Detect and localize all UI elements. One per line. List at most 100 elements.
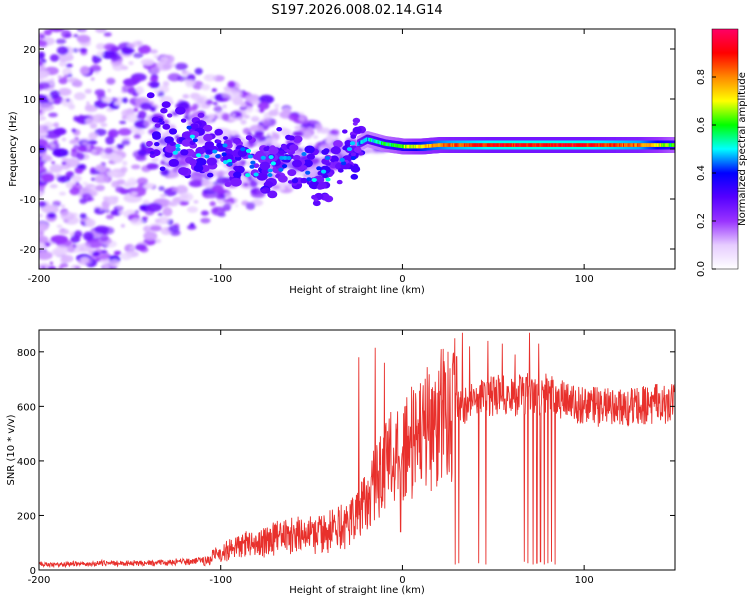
spectrogram-noise-blob <box>79 65 90 75</box>
spectrogram-noise-blob <box>138 44 151 54</box>
spectrogram-heatmap <box>36 20 675 297</box>
ridge-blob <box>342 145 349 151</box>
spectrogram-noise-blob <box>288 113 299 121</box>
ridge-blob <box>206 157 217 166</box>
ridge-blob <box>261 168 270 175</box>
spectrogram-noise-blob <box>68 273 84 282</box>
ridge-hot-blob <box>306 177 312 182</box>
ridge-blob <box>178 167 189 176</box>
figure-title: S197.2026.008.02.14.G14 <box>271 3 442 18</box>
ridge-hot-blob <box>286 156 292 160</box>
spectrogram-noise-blob <box>157 91 165 97</box>
spectrogram-noise-blob <box>254 130 264 136</box>
spectrogram-noise-blob <box>160 56 169 62</box>
ridge-blob <box>350 134 357 139</box>
spectrogram-noise-blob <box>258 94 275 104</box>
ridge-blob <box>306 153 315 160</box>
spectrogram-noise-blob <box>74 243 82 249</box>
ridge-blob <box>224 181 232 187</box>
spectrogram-noise-blob <box>67 73 73 78</box>
spectrogram-noise-blob <box>209 95 216 100</box>
ridge-blob <box>287 180 293 184</box>
spectrogram-noise-blob <box>49 184 58 189</box>
ridge-hot-blob <box>270 161 276 166</box>
ridge-blob <box>317 182 327 190</box>
spectrogram-noise-blob <box>298 112 304 116</box>
spectrogram-noise-blob <box>56 53 74 62</box>
spectrogram-noise-blob <box>135 86 145 95</box>
spectrogram-noise-blob <box>62 278 76 287</box>
spectrogram-noise-blob <box>307 143 314 147</box>
spectrogram-noise-blob <box>85 20 94 25</box>
spectrogram-noise-blob <box>39 40 48 47</box>
spectrogram-y-tick-label: -10 <box>20 195 36 206</box>
spectrogram-noise-blob <box>61 137 67 142</box>
ridge-hot-blob <box>215 154 221 159</box>
spectrogram-noise-blob <box>201 84 211 91</box>
spectrogram-noise-blob <box>55 38 67 44</box>
spectrogram-noise-blob <box>102 205 110 210</box>
ridge-blob <box>190 123 199 130</box>
ridge-blob <box>336 179 343 185</box>
spectrogram-noise-blob <box>94 89 106 96</box>
spectrogram-noise-blob <box>51 161 56 165</box>
spectrogram-noise-blob <box>252 115 258 120</box>
spectrogram-noise-blob <box>73 34 79 38</box>
ridge-blob <box>237 149 248 157</box>
spectrogram-noise-blob <box>308 127 314 130</box>
spectrogram-noise-blob <box>319 143 329 150</box>
spectrogram-ridge <box>357 131 675 155</box>
spectrogram-noise-blob <box>79 213 87 219</box>
ridge-blob <box>206 149 212 154</box>
spectrogram-noise-blob <box>120 166 128 173</box>
snr-y-tick-label: 600 <box>17 402 36 413</box>
spectrogram-noise-blob <box>65 63 73 68</box>
spectrogram-noise-blob <box>36 290 44 297</box>
spectrogram-noise-blob <box>64 33 73 38</box>
spectrogram-noise-blob <box>129 187 146 197</box>
ridge-hot-blob <box>175 147 181 152</box>
spectrogram-noise-blob <box>90 77 95 81</box>
spectrogram-noise-blob <box>240 119 247 125</box>
spectrogram-y-tick-label: 10 <box>23 95 36 106</box>
ridge-hot-blob <box>350 156 356 161</box>
ridge-hot-blob <box>268 155 274 160</box>
spectrogram-noise-blob <box>212 101 218 106</box>
spectrogram-noise-blob <box>39 213 44 218</box>
ridge-blob <box>154 123 161 128</box>
spectrogram-noise-blob <box>43 286 48 290</box>
spectrogram-noise-blob <box>149 49 158 54</box>
spectrogram-noise-blob <box>76 34 91 43</box>
ridge-blob <box>342 129 348 134</box>
ridge-hot-blob <box>189 134 195 139</box>
colorbar-gradient <box>711 28 739 270</box>
spectrogram-noise-blob <box>257 101 270 110</box>
spectrogram-noise-blob <box>187 224 197 230</box>
ridge-blob <box>260 188 266 193</box>
spectrogram-noise-blob <box>157 212 163 217</box>
spectrogram-noise-blob <box>168 225 180 233</box>
spectrogram-noise-blob <box>92 55 98 60</box>
ridge-hot-blob <box>226 158 233 163</box>
spectrogram-noise-blob <box>94 207 101 212</box>
ridge-blob <box>164 151 173 158</box>
spectrogram-noise-blob <box>123 181 131 188</box>
spectrogram-noise-blob <box>52 200 62 207</box>
spectrogram-noise-blob <box>114 101 122 106</box>
ridge-blob <box>313 197 319 202</box>
spectrogram-noise-blob <box>242 127 251 135</box>
ridge-blob <box>230 177 242 187</box>
ridge-blob <box>312 200 321 207</box>
spectrogram-noise-blob <box>107 171 119 177</box>
spectrogram-noise-blob <box>94 225 109 234</box>
spectrogram-noise-blob <box>39 242 46 249</box>
spectrogram-noise-blob <box>85 218 96 228</box>
spectrogram-noise-blob <box>66 98 70 103</box>
spectrogram-x-tick-label: -200 <box>28 274 51 285</box>
spectrogram-noise-blob <box>39 117 42 122</box>
spectrogram-noise-blob <box>135 243 147 251</box>
spectrogram-noise-blob <box>240 102 247 108</box>
spectrogram-noise-blob <box>249 180 258 188</box>
ridge-blob <box>216 142 223 148</box>
